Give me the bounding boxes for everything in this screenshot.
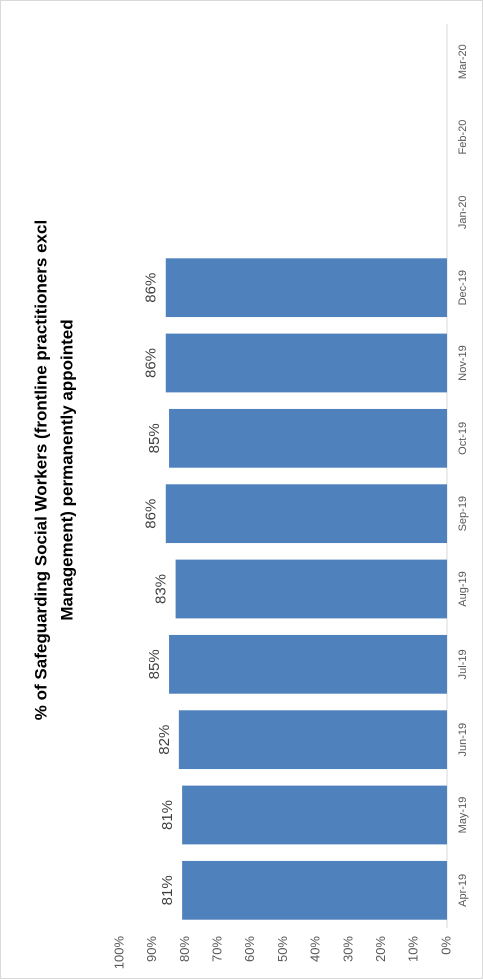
y-tick-label: 20% [373,936,388,962]
data-label: 85% [146,423,163,453]
x-tick-label: Apr-19 [457,874,469,907]
chart-title: Management) permanently appointed [57,319,76,620]
bar [169,408,448,468]
y-tick-label: 100% [111,936,126,970]
data-label: 83% [153,574,170,604]
y-tick-label: 30% [340,936,355,962]
bar [169,634,448,694]
y-tick-label: 90% [144,936,159,962]
x-tick-label: Mar-20 [457,44,469,79]
data-label: 86% [143,499,160,529]
bar [182,860,447,920]
x-tick-label: Jul-19 [457,649,469,679]
data-label: 85% [146,649,163,679]
y-tick-label: 10% [406,936,421,962]
x-tick-label: Jun-19 [457,723,469,757]
chart-title: % of Safeguarding Social Workers (frontl… [31,220,50,720]
bar [165,484,447,544]
bar [182,785,447,845]
data-label: 82% [156,725,173,755]
data-label: 86% [143,273,160,303]
data-label: 81% [159,800,176,830]
x-tick-label: Dec-19 [457,270,469,305]
x-tick-label: Jan-20 [457,196,469,230]
rotated-chart: % of Safeguarding Social Workers (frontl… [31,24,469,970]
x-tick-label: Feb-20 [457,120,469,155]
bar [178,710,448,770]
y-tick-label: 0% [438,936,453,955]
x-tick-label: May-19 [457,797,469,834]
y-tick-label: 40% [308,936,323,962]
y-tick-label: 50% [275,936,290,962]
x-tick-label: Aug-19 [457,571,469,606]
x-tick-label: Sep-19 [457,496,469,531]
x-tick-label: Oct-19 [457,422,469,455]
x-tick-label: Nov-19 [457,345,469,380]
y-tick-label: 70% [210,936,225,962]
bar [175,559,447,619]
data-label: 86% [143,348,160,378]
y-tick-label: 80% [177,936,192,962]
data-label: 81% [159,875,176,905]
y-tick-label: 60% [242,936,257,962]
bar [165,258,447,318]
bar [165,333,447,393]
